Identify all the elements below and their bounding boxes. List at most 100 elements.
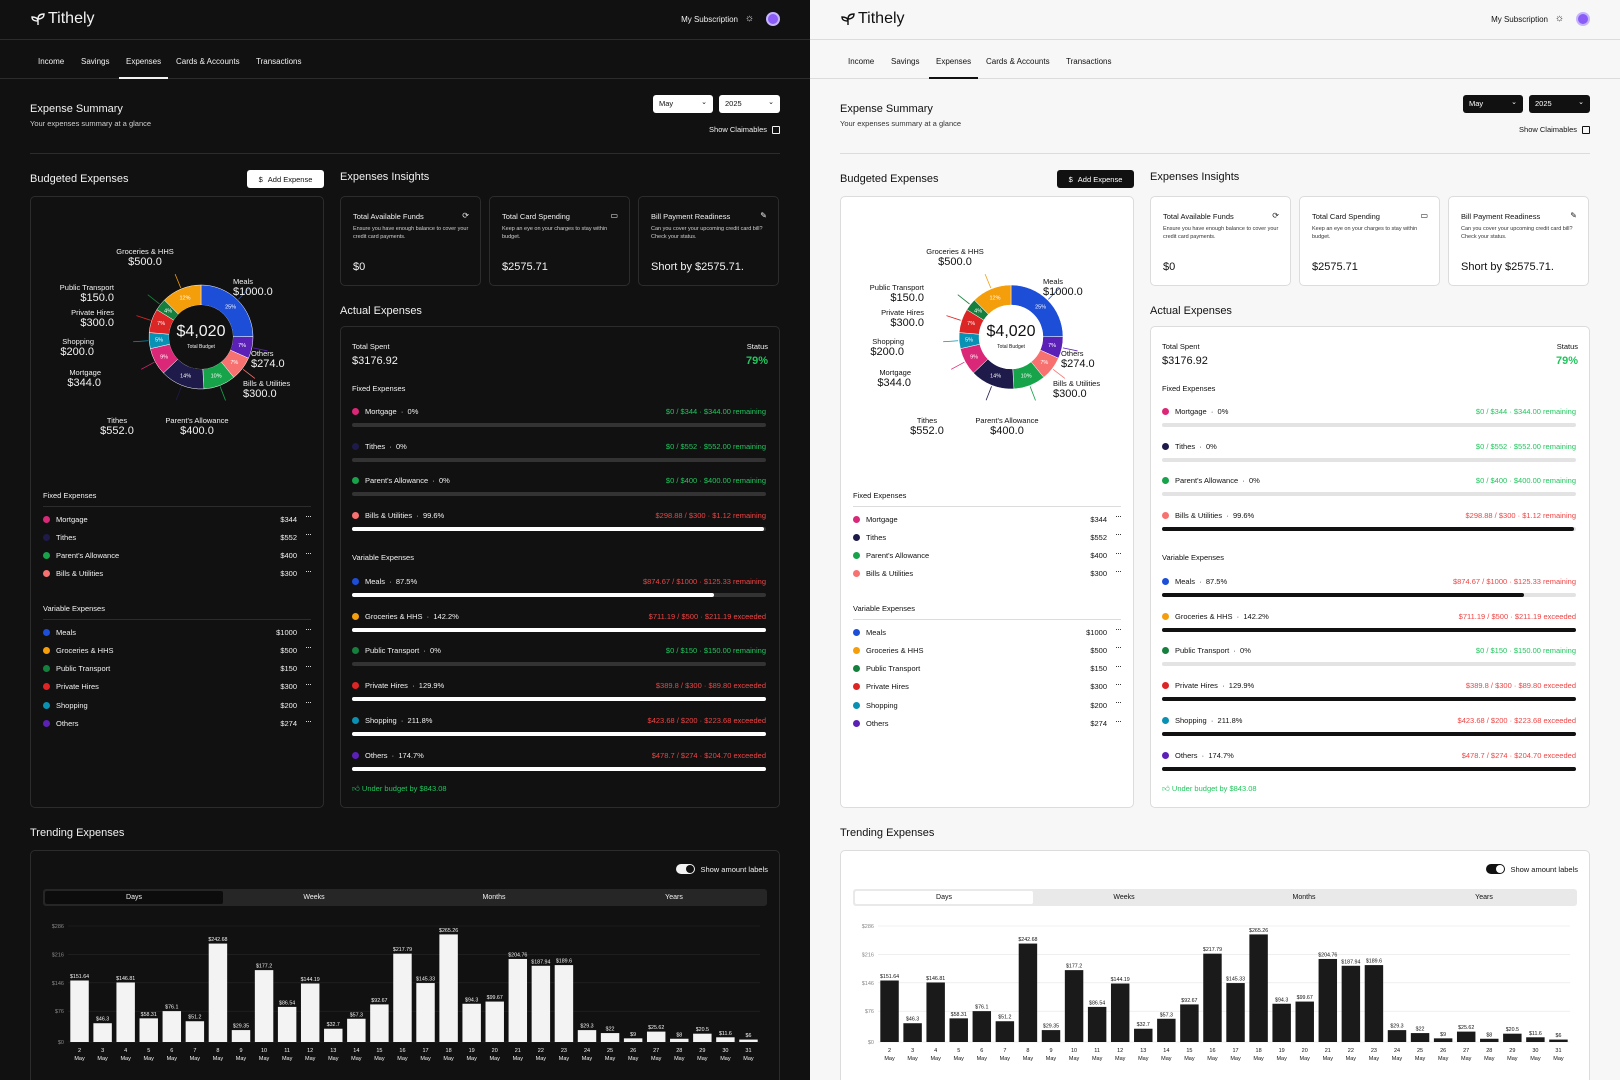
my-subscription-link[interactable]: My Subscription: [681, 15, 738, 24]
period-months[interactable]: Months: [482, 894, 506, 901]
bar[interactable]: [1087, 1006, 1107, 1042]
period-years[interactable]: Years: [1475, 894, 1493, 901]
bar[interactable]: [1134, 1028, 1153, 1042]
bar[interactable]: [1503, 1033, 1522, 1042]
more-options-icon[interactable]: ···: [1115, 642, 1122, 653]
avatar[interactable]: [1576, 12, 1590, 26]
bar[interactable]: [1341, 965, 1361, 1042]
app-logo[interactable]: Tithely: [31, 10, 95, 28]
more-options-icon[interactable]: ···: [1115, 529, 1122, 540]
tab-cards-accounts[interactable]: Cards & Accounts: [176, 57, 240, 66]
bar[interactable]: [1480, 1038, 1499, 1042]
bar[interactable]: [1456, 1031, 1476, 1042]
more-options-icon[interactable]: ···: [1115, 511, 1122, 521]
avatar[interactable]: [766, 12, 780, 26]
tab-expenses[interactable]: Expenses: [936, 57, 972, 66]
bar[interactable]: [1387, 1030, 1407, 1042]
bar[interactable]: [116, 982, 135, 1042]
tab-transactions[interactable]: Transactions: [256, 57, 302, 66]
more-options-icon[interactable]: ···: [305, 678, 312, 689]
more-options-icon[interactable]: ···: [1115, 660, 1122, 671]
bar[interactable]: [347, 1018, 366, 1042]
tab-expenses[interactable]: Expenses: [126, 57, 162, 66]
show-claimables[interactable]: Show Claimables: [1519, 125, 1590, 134]
add-expense-button[interactable]: $ Add Expense: [247, 170, 324, 188]
show-claimables-checkbox[interactable]: [1582, 125, 1590, 134]
bar[interactable]: [903, 1023, 922, 1042]
period-months[interactable]: Months: [1292, 894, 1316, 901]
bar[interactable]: [439, 934, 458, 1042]
bar[interactable]: [1433, 1038, 1453, 1042]
more-options-icon[interactable]: ···: [305, 715, 312, 726]
bar[interactable]: [393, 953, 412, 1042]
more-options-icon[interactable]: ···: [1115, 697, 1122, 708]
bar[interactable]: [623, 1038, 643, 1042]
my-subscription-link[interactable]: My Subscription: [1491, 15, 1548, 24]
bar[interactable]: [416, 983, 435, 1042]
bar[interactable]: [949, 1018, 968, 1042]
bar[interactable]: [300, 983, 320, 1042]
bar[interactable]: [1018, 943, 1038, 1042]
tab-income[interactable]: Income: [848, 57, 875, 66]
month-select[interactable]: May ⌄: [653, 95, 713, 113]
bar[interactable]: [1526, 1037, 1545, 1042]
period-weeks[interactable]: Weeks: [1113, 894, 1135, 901]
theme-toggle-icon[interactable]: ☼: [1554, 13, 1564, 24]
period-days[interactable]: Days: [855, 891, 1033, 904]
show-amount-labels[interactable]: Show amount labels: [676, 864, 768, 874]
amount-labels-switch[interactable]: [1486, 864, 1506, 874]
more-options-icon[interactable]: ···: [305, 660, 312, 671]
year-select[interactable]: 2025 ⌄: [719, 95, 780, 113]
bar[interactable]: [1157, 1018, 1176, 1042]
bar[interactable]: [1364, 965, 1384, 1042]
bar[interactable]: [1180, 1004, 1199, 1042]
bar[interactable]: [693, 1033, 712, 1042]
tab-savings[interactable]: Savings: [81, 57, 110, 66]
bar[interactable]: [462, 1003, 481, 1042]
bar[interactable]: [93, 1023, 112, 1042]
bar[interactable]: [1549, 1039, 1568, 1042]
theme-toggle-icon[interactable]: ☼: [744, 13, 754, 24]
bar[interactable]: [554, 965, 574, 1042]
bar[interactable]: [716, 1037, 735, 1042]
bar[interactable]: [1249, 934, 1268, 1042]
bar[interactable]: [508, 958, 528, 1042]
tab-transactions[interactable]: Transactions: [1066, 57, 1112, 66]
more-options-icon[interactable]: ···: [1115, 547, 1122, 558]
bar[interactable]: [139, 1018, 158, 1042]
bar[interactable]: [670, 1038, 689, 1042]
bar[interactable]: [324, 1028, 343, 1042]
bar[interactable]: [277, 1006, 297, 1042]
more-options-icon[interactable]: ···: [305, 697, 312, 708]
bar[interactable]: [162, 1011, 182, 1042]
tab-cards-accounts[interactable]: Cards & Accounts: [986, 57, 1050, 66]
period-weeks[interactable]: Weeks: [303, 894, 325, 901]
more-options-icon[interactable]: ···: [305, 529, 312, 540]
month-select[interactable]: May ⌄: [1463, 95, 1523, 113]
period-years[interactable]: Years: [665, 894, 683, 901]
bar[interactable]: [531, 965, 551, 1042]
amount-labels-switch[interactable]: [676, 864, 696, 874]
bar[interactable]: [1041, 1030, 1061, 1042]
tab-savings[interactable]: Savings: [891, 57, 920, 66]
bar[interactable]: [70, 980, 89, 1042]
bar[interactable]: [926, 982, 945, 1042]
bar[interactable]: [1318, 958, 1338, 1042]
more-options-icon[interactable]: ···: [1115, 715, 1122, 726]
show-claimables-checkbox[interactable]: [772, 125, 780, 134]
more-options-icon[interactable]: ···: [1115, 565, 1122, 576]
more-options-icon[interactable]: ···: [1115, 678, 1122, 689]
bar[interactable]: [231, 1030, 251, 1042]
bar[interactable]: [1203, 953, 1222, 1042]
show-claimables[interactable]: Show Claimables: [709, 125, 780, 134]
app-logo[interactable]: Tithely: [841, 10, 905, 28]
bar[interactable]: [1110, 983, 1130, 1042]
bar[interactable]: [972, 1011, 992, 1042]
more-options-icon[interactable]: ···: [305, 565, 312, 576]
bar[interactable]: [370, 1004, 389, 1042]
bar[interactable]: [739, 1039, 758, 1042]
more-options-icon[interactable]: ···: [1115, 624, 1122, 634]
more-options-icon[interactable]: ···: [305, 547, 312, 558]
add-expense-button[interactable]: $ Add Expense: [1057, 170, 1134, 188]
more-options-icon[interactable]: ···: [305, 642, 312, 653]
